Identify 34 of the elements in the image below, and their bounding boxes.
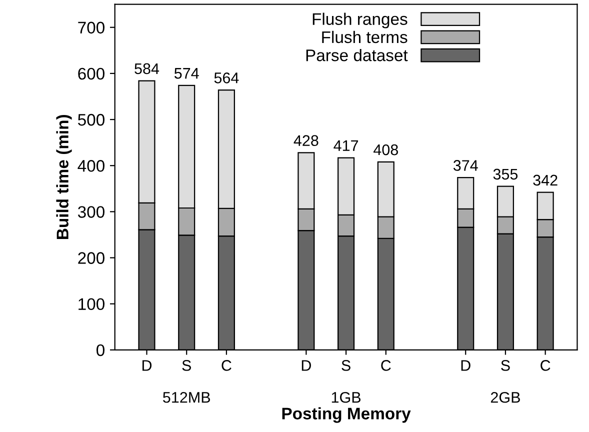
legend-label: Parse dataset: [306, 48, 408, 62]
x-tick-label: D: [302, 360, 311, 371]
x-tick-label: D: [461, 360, 470, 371]
x-axis-title: Posting Memory: [282, 407, 411, 423]
x-tick-label: D: [142, 360, 152, 371]
x-tick-label: C: [540, 360, 550, 371]
total-label: 428: [294, 135, 318, 146]
y-tick-label: 100: [78, 298, 104, 310]
y-tick-label: 0: [96, 344, 104, 356]
x-tick-label: S: [342, 360, 350, 371]
total-label: 564: [214, 72, 239, 84]
y-tick-label: 400: [78, 160, 104, 172]
y-tick-label: 300: [78, 206, 104, 218]
text: 512MB: [163, 392, 210, 403]
text: 2GB: [490, 392, 520, 403]
y-axis-title: Build time (min): [56, 114, 72, 239]
legend-label: Flush ranges: [312, 12, 408, 28]
legend-label: Flush terms: [322, 30, 408, 44]
total-label: 408: [374, 144, 398, 156]
text: 1GB: [332, 392, 361, 403]
x-tick-label: C: [222, 360, 232, 371]
x-tick-label: S: [501, 360, 510, 371]
total-label: 417: [334, 140, 358, 151]
y-tick-label: 700: [78, 22, 104, 34]
x-tick-label: S: [182, 360, 191, 371]
y-tick-label: 500: [78, 114, 104, 126]
total-label: 574: [174, 68, 199, 79]
total-label: 584: [134, 63, 160, 74]
total-label: 342: [533, 174, 558, 186]
y-tick-label: 200: [78, 252, 104, 264]
total-label: 374: [453, 160, 478, 171]
total-label: 355: [493, 168, 518, 180]
x-tick-label: C: [381, 360, 391, 371]
y-tick-label: 600: [78, 68, 104, 80]
